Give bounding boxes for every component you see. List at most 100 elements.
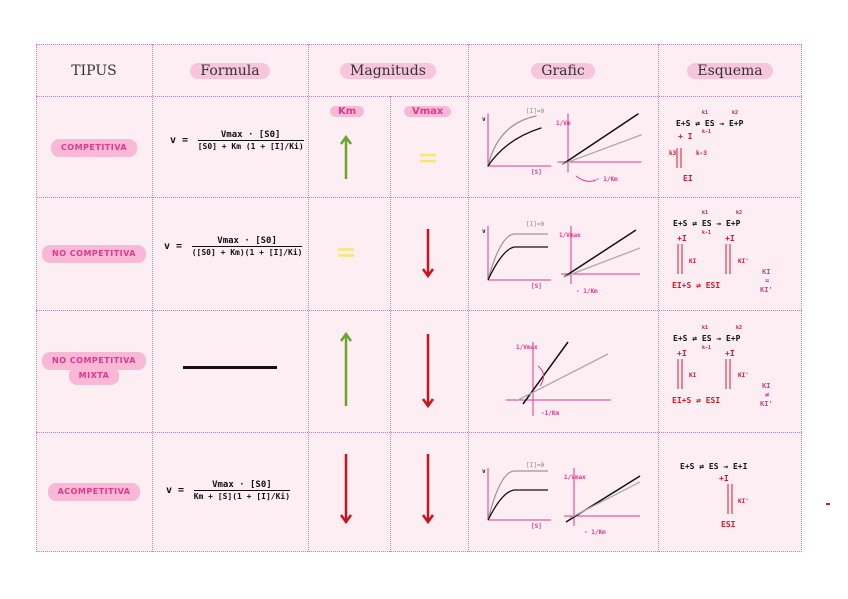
line-inhibitor: [562, 113, 639, 165]
scheme-km1: k-1: [702, 230, 712, 236]
grid-line: [468, 44, 469, 552]
graph-row3: [506, 341, 611, 416]
arrow-head: [421, 514, 435, 525]
type-label-no-competitiva: NO COMPETITIVA: [36, 245, 152, 263]
grid-line: [36, 197, 802, 198]
line-no-inhibitor: [569, 481, 641, 519]
scheme-ki: KI': [738, 498, 749, 505]
header-tipus: TIPUS: [71, 63, 117, 79]
graphs: [487, 113, 642, 526]
scheme-k2: k2: [736, 325, 743, 331]
red-mark: [826, 503, 830, 505]
formula-no-competitiva: v = Vmax · [S0] ([S0] + Km)(1 + [I]/Ki): [164, 236, 303, 257]
graph-label-slope: 1/Vmax: [559, 232, 581, 239]
graph-label-intercept: - 1/Km: [576, 288, 598, 295]
scheme-ki2: KI': [738, 372, 749, 379]
grid-line: [801, 44, 802, 552]
magnitude-arrows: [338, 134, 436, 525]
scheme-no-comp-line1: E+S ⇄ ES → E+P: [673, 219, 741, 228]
grid-line: [390, 96, 391, 552]
scheme-bottom: EI+S ⇄ ESI: [672, 396, 721, 405]
scheme-arrows: [676, 148, 733, 514]
graph-label-x: [S]: [531, 169, 542, 176]
graph-label-curve: [I]=0: [526, 462, 545, 469]
line-no-inhibitor: [563, 247, 641, 278]
scheme-note: KI': [760, 286, 773, 294]
scheme-esi: ESI: [721, 520, 736, 529]
type-label-mixta: NO COMPETITIVA: [36, 352, 152, 370]
grid-line: [658, 44, 659, 552]
graph-label-y: v: [482, 116, 486, 123]
scheme-plus-i: +I: [719, 474, 729, 483]
arrow-head: [421, 398, 435, 409]
km-up-indicator: [339, 331, 353, 406]
km-up-indicator: [339, 134, 353, 179]
scheme-plus-i: +I: [677, 349, 687, 358]
scheme-plus-i: +I: [677, 234, 687, 243]
graph-label-slope: 1/Vm: [556, 120, 571, 127]
header-esquema: Esquema: [658, 62, 802, 80]
grid-line: [36, 44, 37, 552]
line-no-inhibitor: [562, 134, 642, 165]
km-down-indicator: [339, 454, 353, 525]
graph-label-x: [S]: [531, 283, 542, 290]
scheme-ki: k3: [669, 150, 677, 157]
grid-line: [36, 551, 802, 552]
type-label-acompetitiva: ACOMPETITIVA: [36, 483, 152, 501]
line-no-inhibitor: [515, 353, 609, 402]
grid-line: [36, 96, 802, 97]
scheme-km1: k-1: [702, 345, 712, 351]
vmax-equal-indicator: [420, 153, 436, 163]
curve-inhibitor: [487, 246, 548, 281]
graph-label-x: [S]: [531, 523, 542, 530]
grid-line: [308, 44, 309, 552]
scheme-k2: k2: [736, 210, 743, 216]
graph-label-intercept: - 1/Km: [596, 176, 618, 183]
arrow-head: [339, 514, 353, 525]
graph-row2: [487, 226, 641, 284]
vmax-down-indicator: [421, 334, 435, 409]
grid-line: [152, 44, 153, 552]
type-label-mixta-line2: MIXTA: [36, 367, 152, 385]
graph-label-intercept: - 1/Km: [584, 529, 606, 536]
header-formula: Formula: [152, 62, 308, 80]
scheme-note: =: [765, 277, 770, 285]
scheme-note: KI: [762, 382, 771, 390]
arrow-head: [421, 268, 435, 279]
graph-label-y: v: [482, 468, 486, 475]
scheme-competitiva-line1: E+S ⇄ ES → E+P: [676, 119, 744, 128]
formula-placeholder-line: [183, 366, 277, 369]
scheme-note: KI: [762, 268, 771, 276]
scheme-km1: k-1: [702, 129, 712, 135]
scheme-plus-i-2: +I: [725, 234, 735, 243]
annotation-arrow: [537, 365, 544, 387]
graph-label-slope: 1/Vmax: [516, 344, 538, 351]
enzyme-inhibition-table: TIPUS Formula Magnituds Grafic Esquema K…: [36, 44, 802, 552]
graph-label-slope: 1/Vmax: [564, 474, 586, 481]
curve-no-inhibitor: [487, 470, 548, 521]
scheme-ei: EI: [683, 174, 693, 183]
scheme-k2: k2: [732, 110, 739, 116]
scheme-plus-i-2: +I: [725, 349, 735, 358]
scheme-mixta-line1: E+S ⇄ ES → E+P: [673, 334, 741, 343]
annotation-arrow: [575, 175, 597, 182]
formula-competitiva: v = Vmax · [S0] [S0] + Km (1 + [I]/Ki): [170, 130, 304, 151]
curve-no-inhibitor: [487, 233, 548, 281]
curve-no-inhibitor: [487, 115, 537, 167]
km-equal-indicator: [338, 248, 354, 257]
scheme-acomp-line1: E+S ⇄ ES → E+I: [680, 462, 748, 471]
scheme-note: ≠: [765, 391, 770, 399]
scheme-note: KI': [760, 400, 773, 408]
subheader-km: Km: [330, 106, 365, 117]
subheader-vmax: Vmax: [404, 106, 452, 117]
arrow-head: [339, 134, 353, 145]
grid-line: [36, 310, 802, 311]
vmax-down-indicator: [421, 229, 435, 279]
scheme-ki: KI: [689, 372, 697, 379]
scheme-k1: k1: [702, 325, 709, 331]
graph-row1: [487, 113, 642, 182]
header-magnituds: Magnituds: [308, 62, 468, 80]
scheme-plus-i: + I: [678, 132, 693, 141]
vmax-down-indicator: [421, 454, 435, 525]
graph-row4: [487, 468, 641, 526]
